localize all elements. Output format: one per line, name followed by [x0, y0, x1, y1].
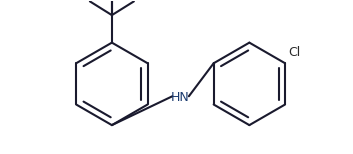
- Text: Cl: Cl: [288, 46, 300, 59]
- Text: HN: HN: [171, 91, 190, 104]
